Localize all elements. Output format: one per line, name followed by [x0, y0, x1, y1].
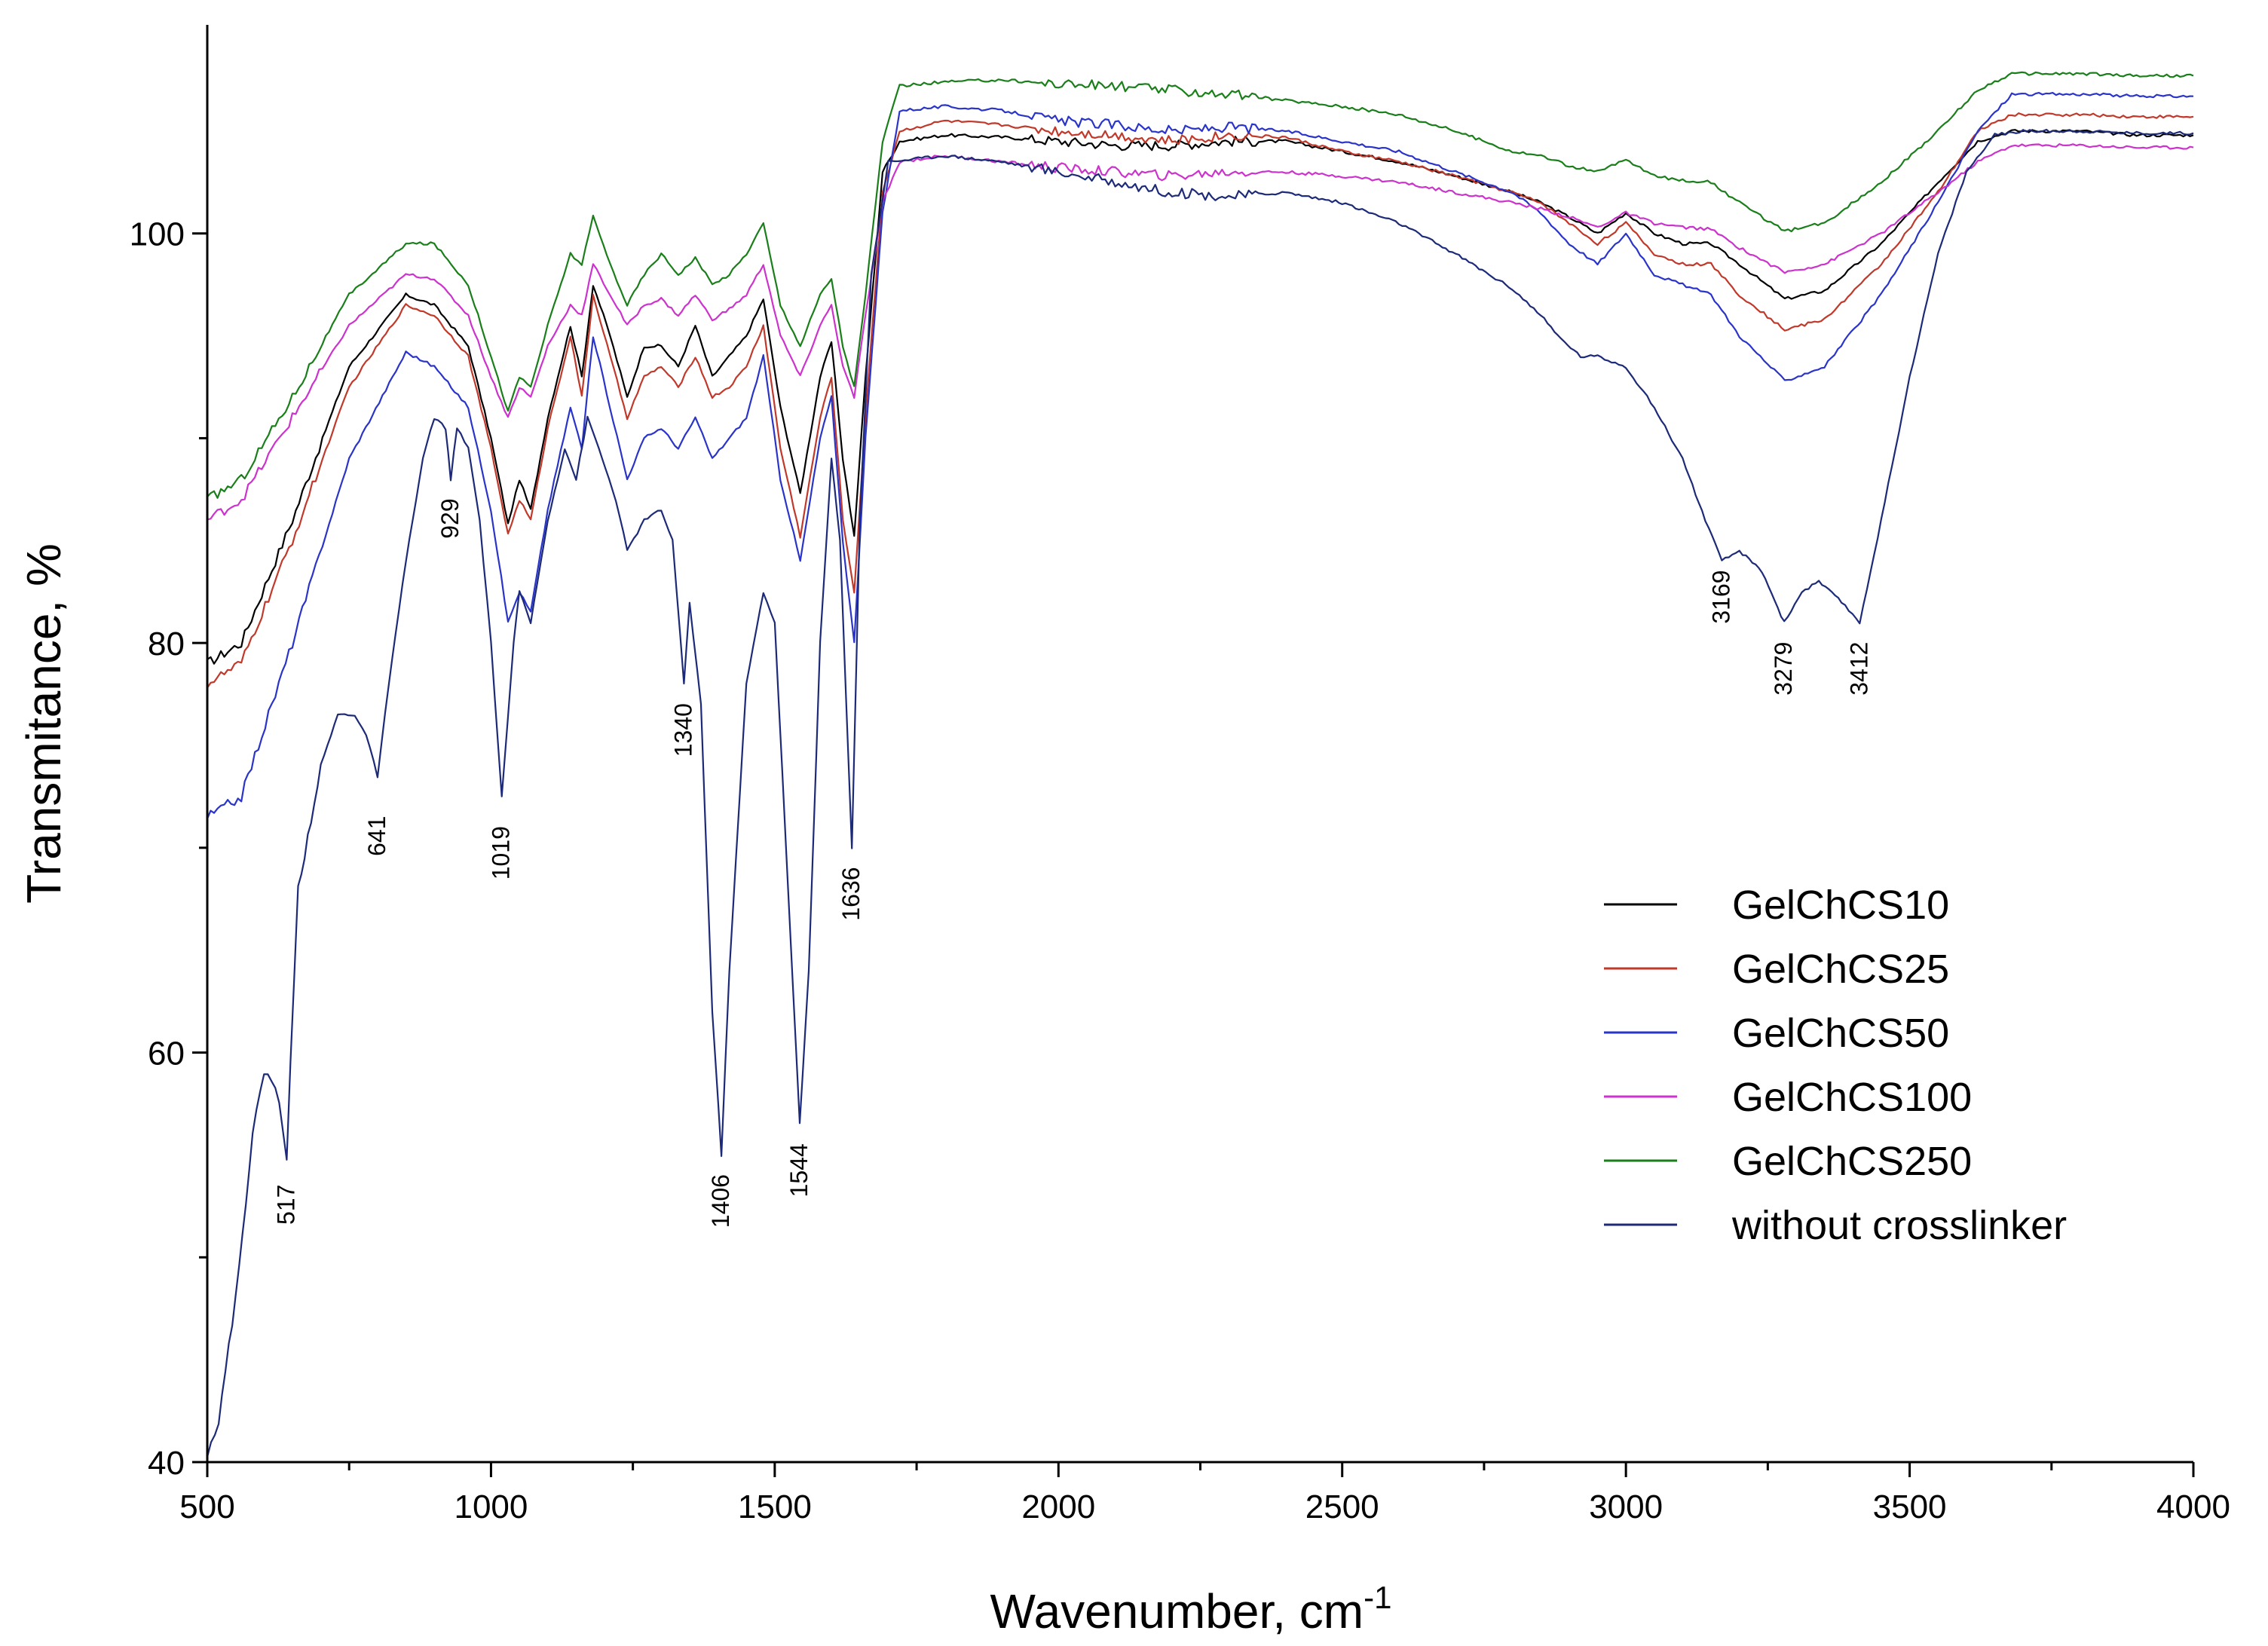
y-tick-label: 40 [148, 1445, 185, 1482]
series-line-gelchcs10 [207, 129, 2194, 665]
peak-label-1636: 1636 [837, 867, 865, 920]
x-tick-label: 500 [179, 1488, 234, 1525]
x-tick-label: 1000 [454, 1488, 528, 1525]
series-line-gelchcs250 [207, 71, 2194, 499]
legend-label: without crosslinker [1731, 1203, 2067, 1248]
peak-label-929: 929 [436, 498, 464, 538]
y-tick-label: 100 [130, 216, 185, 253]
axes: 500 1000 1500 2000 2500 3000 3500 4000 40 60 80 100 [130, 25, 2230, 1525]
y-tick-label: 60 [148, 1036, 185, 1072]
series-line-without-crosslinker [206, 128, 2194, 1458]
peak-label-641: 641 [363, 816, 390, 856]
x-axis-title: Wavenumber, cm-1 [990, 1580, 1392, 1638]
legend: GelChCS10 GelChCS25 GelChCS50 GelChCS100 Gel… [1604, 883, 2067, 1248]
x-tick-label: 1500 [738, 1488, 812, 1525]
legend-label: GelChCS250 [1732, 1139, 1972, 1184]
x-tick-label: 2000 [1021, 1488, 1095, 1525]
peak-label-1019: 1019 [488, 826, 515, 880]
x-tick-label: 2500 [1305, 1488, 1379, 1525]
y-tick-label: 80 [148, 626, 185, 662]
peak-label-1340: 1340 [669, 703, 696, 757]
x-axis-title-text: Wavenumber, cm [990, 1584, 1364, 1638]
peak-label-3412: 3412 [1845, 642, 1872, 696]
peak-label-3279: 3279 [1770, 642, 1797, 696]
x-tick-label: 3500 [1873, 1488, 1947, 1525]
series-line-gelchcs50 [206, 92, 2194, 819]
y-axis-title: Transmitance, % [17, 543, 71, 904]
series-line-gelchcs100 [207, 143, 2194, 521]
legend-label: GelChCS25 [1732, 947, 1949, 992]
legend-label: GelChCS50 [1732, 1011, 1949, 1056]
x-axis-title-superscript: -1 [1364, 1580, 1391, 1615]
peak-label-1544: 1544 [785, 1143, 813, 1197]
peak-label-1406: 1406 [707, 1174, 734, 1228]
series-line-gelchcs25 [207, 112, 2194, 689]
series-lines [206, 71, 2194, 1458]
legend-label: GelChCS100 [1732, 1075, 1972, 1120]
x-tick-label: 4000 [2156, 1488, 2230, 1525]
peak-label-3169: 3169 [1707, 570, 1734, 623]
legend-label: GelChCS10 [1732, 883, 1949, 928]
peak-label-517: 517 [272, 1185, 299, 1225]
peak-annotations: 517 641 929 1019 1340 1406 1544 1636 3169 3279 341… [272, 498, 1872, 1228]
x-tick-label: 3000 [1589, 1488, 1663, 1525]
